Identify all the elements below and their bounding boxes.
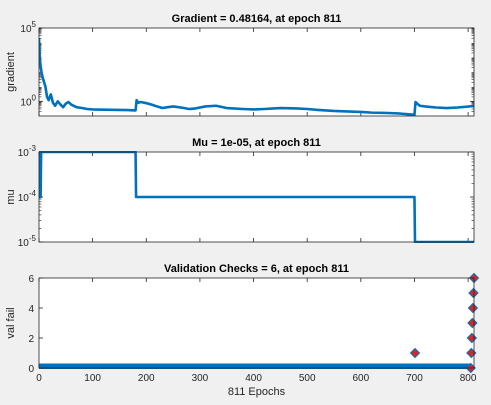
validation-marker <box>467 317 478 329</box>
validation-marker <box>409 347 421 359</box>
chart-title: Validation Checks = 6, at epoch 811 <box>164 263 349 275</box>
plot-area <box>39 28 474 116</box>
x-tick-label: 300 <box>192 373 209 384</box>
x-tick-label: 700 <box>406 373 423 384</box>
chart-panel-2: Mu = 1e-05, at epoch 811 mu 10-5 10-4 10-3 <box>5 137 475 249</box>
y-tick-label: 10-4 <box>18 189 37 204</box>
y-axis-label: mu <box>5 189 17 204</box>
y-tick-label: 105 <box>20 20 36 35</box>
y-tick-label: 0 <box>28 364 34 375</box>
validation-zero-markers <box>39 363 472 369</box>
chart-panel-1: Gradient = 0.48164, at epoch 811 gradient… <box>5 13 475 117</box>
plot-area <box>39 278 474 368</box>
x-axis-label: 811 Epochs <box>228 386 286 398</box>
y-axis-label: gradient <box>5 52 17 92</box>
y-tick-label: 4 <box>28 304 34 315</box>
y-tick-label: 6 <box>28 274 34 285</box>
x-tick-label: 800 <box>460 373 477 384</box>
x-tick-label: 200 <box>138 373 155 384</box>
chart-panel-3: Validation Checks = 6, at epoch 811 val f… <box>5 263 480 398</box>
x-tick-label: 400 <box>245 373 262 384</box>
validation-marker <box>468 287 479 299</box>
chart-title: Gradient = 0.48164, at epoch 811 <box>172 13 342 25</box>
x-tick-label: 500 <box>299 373 316 384</box>
axes-box <box>38 27 475 117</box>
x-tick-label: 0 <box>36 373 42 384</box>
y-axis-label: val fail <box>5 307 17 338</box>
x-tick-label: 100 <box>84 373 101 384</box>
validation-marker <box>467 302 479 314</box>
series-line <box>39 38 474 117</box>
chart-title: Mu = 1e-05, at epoch 811 <box>192 137 321 149</box>
x-tick-label: 600 <box>352 373 369 384</box>
y-tick-label: 10-5 <box>18 234 37 249</box>
y-tick-label: 2 <box>28 334 34 345</box>
y-tick-label: 10-3 <box>18 144 37 159</box>
axes-box <box>38 151 475 243</box>
y-tick-label: 100 <box>20 93 36 108</box>
axes-box <box>38 277 475 369</box>
